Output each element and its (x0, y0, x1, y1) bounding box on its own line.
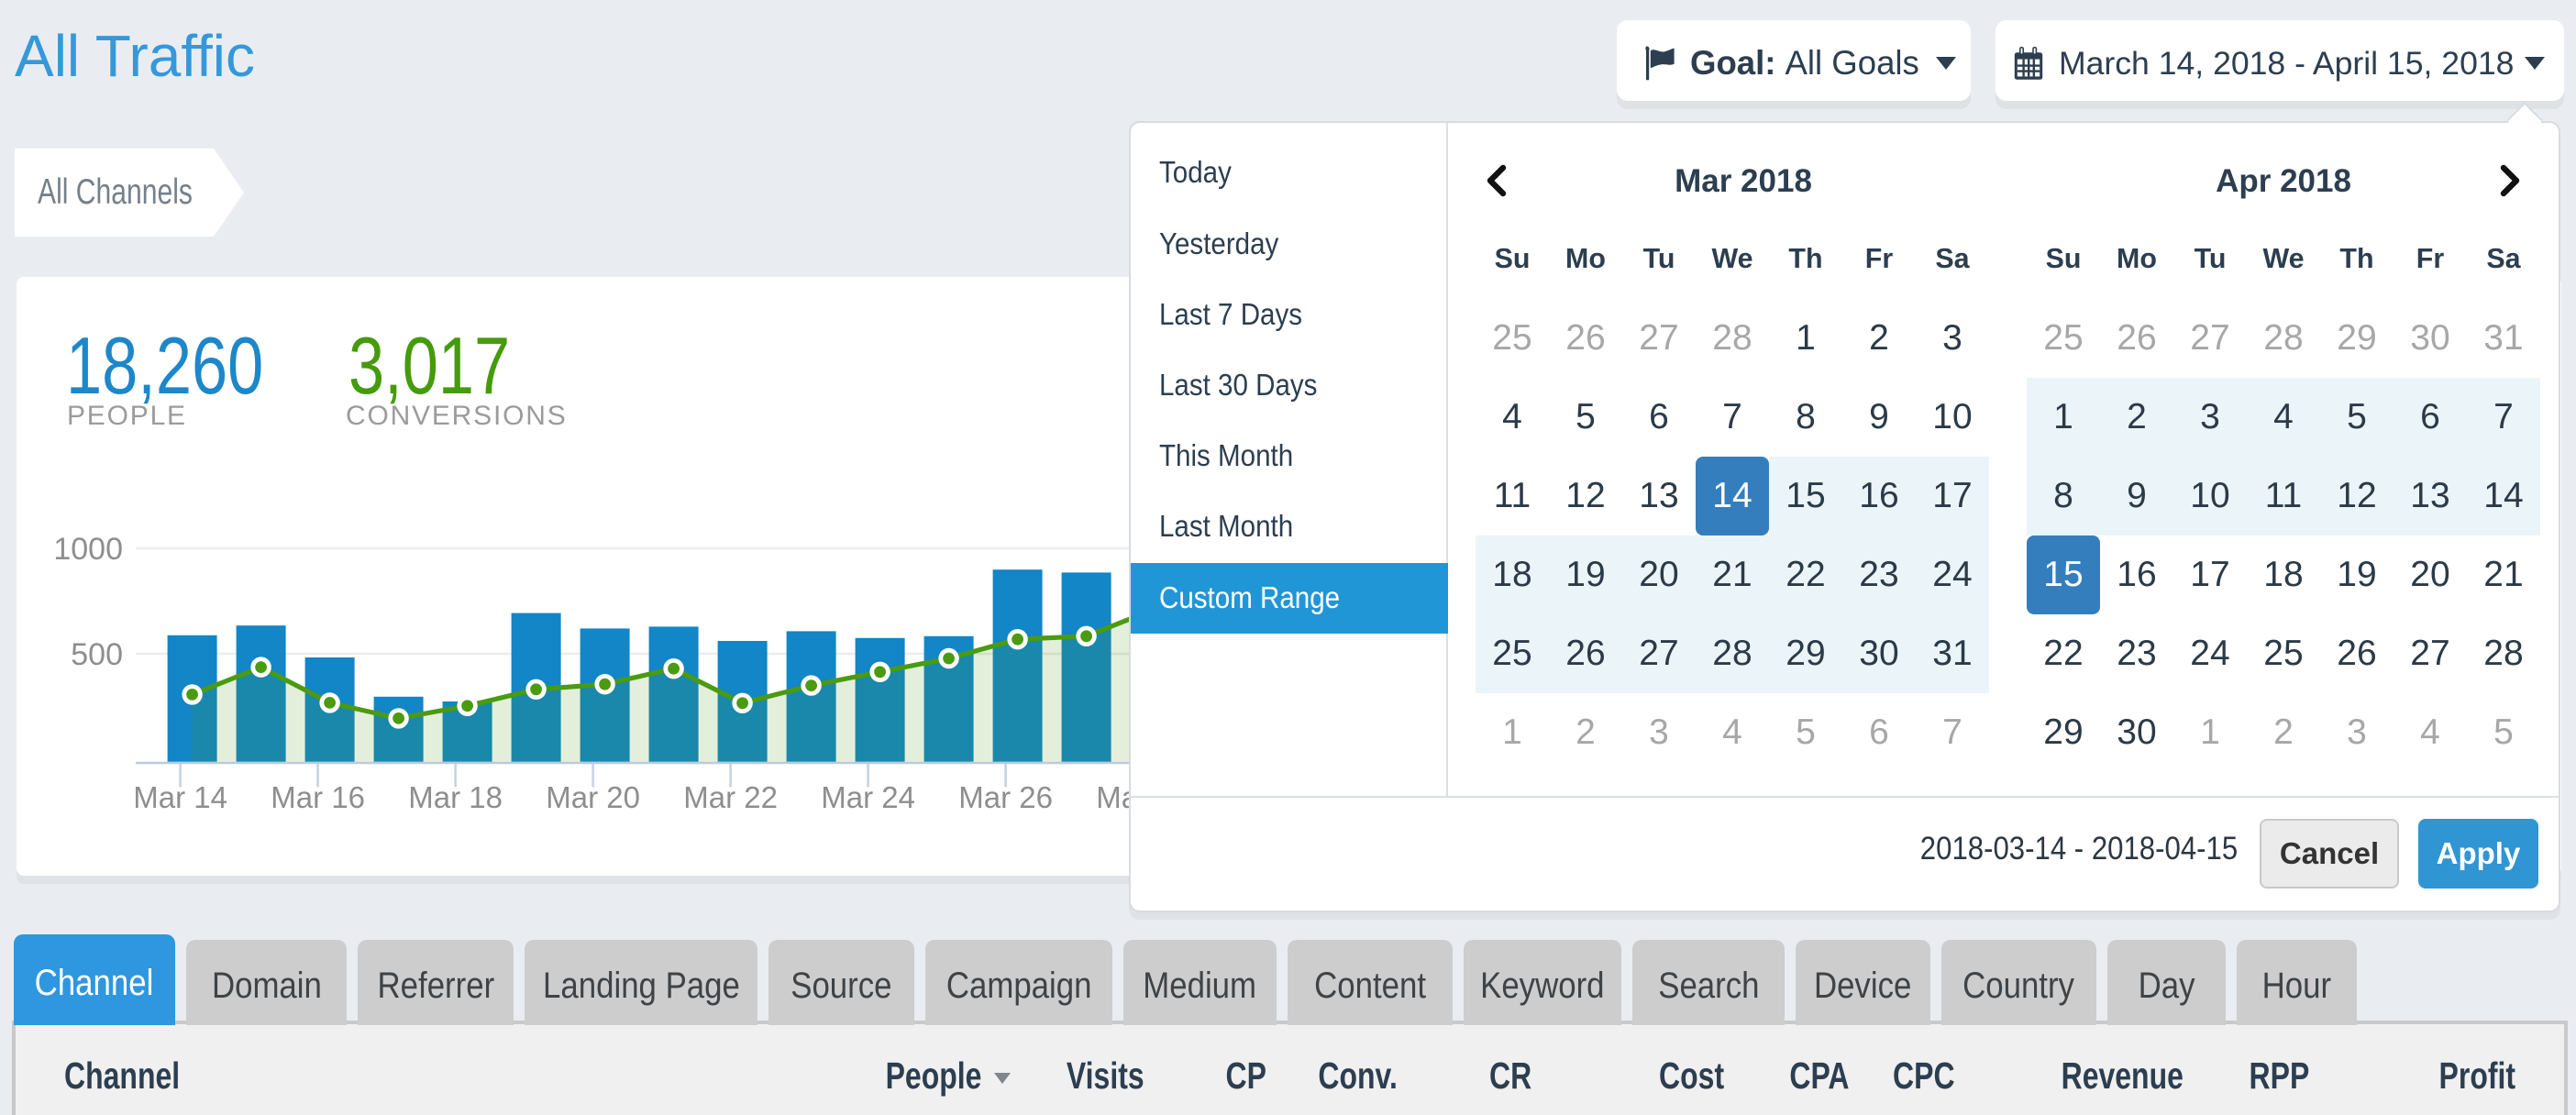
svg-text:Mar 22: Mar 22 (683, 780, 778, 814)
svg-text:Mar 18: Mar 18 (408, 780, 503, 814)
svg-text:Mar 16: Mar 16 (271, 780, 365, 814)
svg-text:1000: 1000 (53, 532, 123, 567)
svg-text:500: 500 (71, 637, 123, 672)
svg-text:Mar 20: Mar 20 (546, 780, 640, 814)
svg-text:Mar 26: Mar 26 (958, 780, 1053, 814)
svg-text:Mar 14: Mar 14 (133, 780, 227, 814)
svg-text:Mar 24: Mar 24 (821, 780, 915, 814)
